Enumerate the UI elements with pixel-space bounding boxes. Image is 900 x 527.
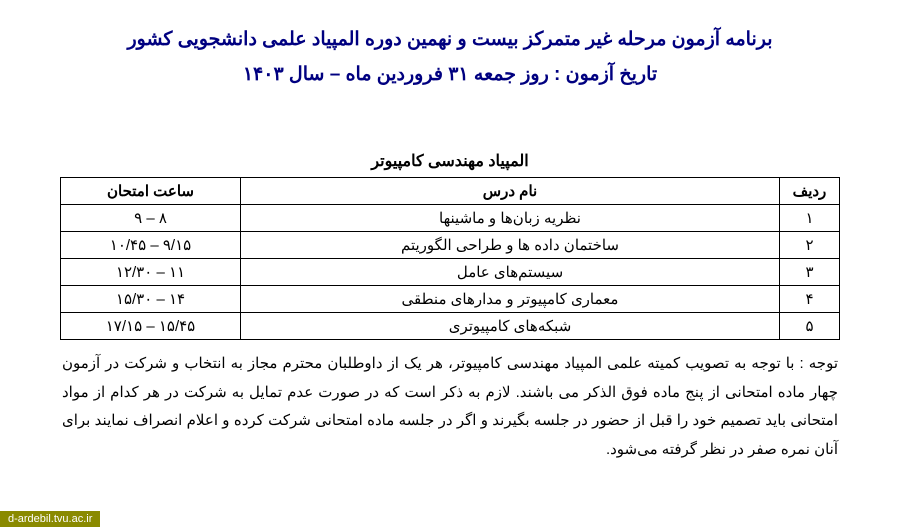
cell-row-num: ۲ [780, 232, 840, 259]
page-title-1: برنامه آزمون مرحله غیر متمرکز بیست و نهم… [60, 28, 840, 51]
cell-subject: نظریه زبان‌ها و ماشینها [241, 205, 780, 232]
table-row: ۲ ساختمان داده ها و طراحی الگوریتم ۹/۱۵ … [61, 232, 840, 259]
cell-subject: شبکه‌های کامپیوتری [241, 313, 780, 340]
table-row: ۱ نظریه زبان‌ها و ماشینها ۸ – ۹ [61, 205, 840, 232]
cell-time: ۱۴ – ۱۵/۳۰ [61, 286, 241, 313]
table-row: ۵ شبکه‌های کامپیوتری ۱۵/۴۵ – ۱۷/۱۵ [61, 313, 840, 340]
cell-row-num: ۳ [780, 259, 840, 286]
cell-subject: سیستم‌های عامل [241, 259, 780, 286]
watermark: d-ardebil.tvu.ac.ir [0, 511, 100, 527]
table-row: ۳ سیستم‌های عامل ۱۱ – ۱۲/۳۰ [61, 259, 840, 286]
cell-subject: معماری کامپیوتر و مدارهای منطقی [241, 286, 780, 313]
header-row-num: ردیف [780, 178, 840, 205]
cell-row-num: ۱ [780, 205, 840, 232]
cell-row-num: ۵ [780, 313, 840, 340]
cell-subject: ساختمان داده ها و طراحی الگوریتم [241, 232, 780, 259]
header-subject: نام درس [241, 178, 780, 205]
header-time: ساعت امتحان [61, 178, 241, 205]
cell-time: ۱۱ – ۱۲/۳۰ [61, 259, 241, 286]
table-header-row: ردیف نام درس ساعت امتحان [61, 178, 840, 205]
note-text: توجه : با توجه به تصویب کمیته علمی المپی… [60, 350, 840, 464]
cell-time: ۱۵/۴۵ – ۱۷/۱۵ [61, 313, 241, 340]
exam-schedule-table: ردیف نام درس ساعت امتحان ۱ نظریه زبان‌ها… [60, 177, 840, 340]
page-title-2: تاریخ آزمون : روز جمعه ۳۱ فروردین ماه – … [60, 63, 840, 86]
cell-time: ۹/۱۵ – ۱۰/۴۵ [61, 232, 241, 259]
table-title: المپیاد مهندسی کامپیوتر [60, 151, 840, 171]
table-row: ۴ معماری کامپیوتر و مدارهای منطقی ۱۴ – ۱… [61, 286, 840, 313]
cell-time: ۸ – ۹ [61, 205, 241, 232]
cell-row-num: ۴ [780, 286, 840, 313]
